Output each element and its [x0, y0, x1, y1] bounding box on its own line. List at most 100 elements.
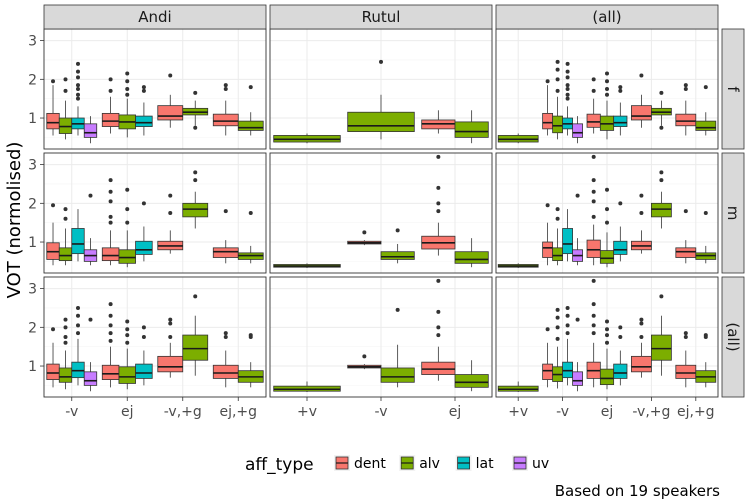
outlier-point — [591, 331, 596, 336]
legend-item-alv: alv — [399, 455, 440, 472]
box-alv-ej — [454, 360, 489, 392]
outlier-point — [575, 193, 580, 198]
box-alv--v — [380, 307, 415, 388]
box-alv--v — [552, 207, 563, 266]
box-body — [675, 364, 697, 379]
outlier-point — [703, 333, 708, 338]
panel-border — [43, 152, 267, 274]
box-alv-ej,+g — [695, 211, 717, 264]
panel-border — [269, 152, 493, 274]
outlier-point — [575, 317, 580, 322]
outlier-point — [605, 340, 609, 345]
outlier-point — [555, 216, 560, 221]
outlier-point — [591, 88, 596, 93]
box-body — [454, 121, 489, 138]
box-alv--v — [58, 77, 73, 140]
outlier-point — [565, 305, 570, 310]
panel-boxes-1-0 — [46, 170, 264, 268]
box-body — [675, 247, 697, 258]
box-lat-ej — [613, 85, 628, 136]
outlier-point — [125, 333, 130, 338]
outlier-point — [88, 317, 93, 322]
outlier-point — [108, 338, 113, 343]
box-lat--v — [562, 209, 573, 262]
outlier-point — [591, 178, 596, 183]
box-lat--v — [562, 305, 573, 386]
box-alv-+v — [497, 263, 539, 268]
box-dent-ej,+g — [212, 83, 239, 136]
outlier-point — [168, 335, 173, 339]
outlier-point — [659, 90, 664, 95]
box-lat-ej — [135, 201, 153, 262]
outlier-point — [555, 77, 560, 82]
outlier-point — [108, 214, 113, 219]
outlier-point — [395, 307, 400, 312]
outlier-point — [618, 325, 623, 330]
outlier-point — [168, 193, 173, 198]
outlier-point — [618, 335, 623, 339]
box-body — [157, 105, 184, 121]
legend-label: lat — [476, 456, 494, 472]
box-dent-ej,+g — [212, 331, 239, 388]
outlier-point — [565, 69, 570, 74]
outlier-point — [168, 211, 173, 215]
panel-boxes-1-2 — [497, 154, 717, 268]
box-body — [135, 115, 153, 127]
x-tick-label: ej,+g — [677, 404, 715, 420]
outlier-point — [436, 185, 441, 190]
outlier-point — [108, 331, 113, 336]
box-body — [101, 112, 120, 127]
outlier-point — [659, 125, 664, 130]
outlier-point — [639, 73, 644, 78]
column-strip — [495, 4, 719, 30]
panel-border — [495, 152, 719, 274]
outlier-point — [545, 327, 550, 332]
box-dent-ej,+g — [675, 83, 697, 136]
outlier-point — [125, 71, 130, 76]
box-lat--v — [562, 61, 573, 136]
outlier-point — [51, 203, 56, 208]
box-body — [572, 123, 583, 138]
panel-background — [44, 277, 266, 397]
box-body — [212, 247, 239, 258]
box-alv--v,+g — [651, 90, 672, 130]
outlier-point — [591, 199, 596, 204]
outlier-point — [591, 313, 596, 318]
outlier-point — [618, 85, 623, 90]
box-body — [237, 120, 264, 131]
outlier-point — [605, 92, 609, 97]
outlier-point — [591, 189, 596, 194]
outlier-point — [223, 331, 228, 336]
box-body — [586, 113, 601, 128]
outlier-point — [436, 325, 441, 330]
box-alv--v,+g — [182, 170, 209, 229]
box-lat--v — [71, 209, 85, 262]
box-body — [613, 363, 628, 379]
outlier-point — [555, 307, 560, 312]
outlier-point — [248, 211, 253, 215]
box-body — [454, 251, 489, 264]
legend-item-dent: dent — [334, 455, 386, 472]
box-dent-ej — [586, 77, 601, 134]
outlier-point — [395, 228, 400, 233]
caption: Based on 19 speakers — [555, 482, 720, 500]
outlier-point — [75, 87, 80, 91]
panel-boxes-2-0 — [46, 294, 264, 392]
panel-border — [43, 276, 267, 398]
outlier-point — [659, 294, 664, 299]
outlier-point — [683, 335, 688, 339]
box-alv-ej — [599, 187, 615, 268]
box-alv-+v — [273, 263, 341, 268]
box-body — [586, 239, 601, 258]
x-tick-label: ej — [449, 404, 462, 420]
outlier-point — [565, 61, 570, 66]
outlier-point — [193, 125, 198, 130]
box-dent--v — [542, 79, 554, 136]
outlier-point — [639, 193, 644, 198]
box-dent-ej — [101, 77, 120, 134]
box-dent--v,+g — [631, 317, 652, 378]
y-tick-label: 2 — [28, 196, 37, 212]
panels-layer — [43, 28, 719, 398]
x-tick-label: -v,+g — [164, 404, 202, 420]
outlier-point — [108, 77, 113, 82]
